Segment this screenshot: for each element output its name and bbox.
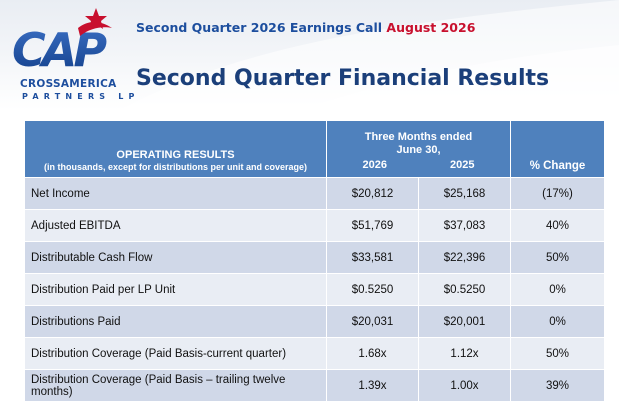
row-value-2025: 1.00x (418, 369, 511, 402)
table-row: Distributable Cash Flow $33,581 $22,396 … (24, 241, 605, 274)
row-change: 0% (510, 305, 605, 338)
table-header-row: OPERATING RESULTS (in thousands, except … (24, 120, 605, 178)
table-row: Adjusted EBITDA $51,769 $37,083 40% (24, 209, 605, 242)
header-operating-results: OPERATING RESULTS (in thousands, except … (24, 120, 327, 178)
header-year-current: 2026 (362, 159, 387, 171)
row-label: Distributable Cash Flow (24, 241, 327, 274)
company-logo: CAP CROSSAMERICA PARTNERS LP (8, 6, 134, 106)
row-label: Adjusted EBITDA (24, 209, 327, 242)
page-title: Second Quarter Financial Results (136, 66, 550, 91)
row-value-2026: $0.5250 (326, 273, 419, 306)
header-title: OPERATING RESULTS (116, 149, 235, 161)
row-value-2025: $20,001 (418, 305, 511, 338)
row-change: (17%) (510, 177, 605, 210)
header-percent-change: % Change (510, 120, 605, 178)
row-value-2025: $25,168 (418, 177, 511, 210)
row-value-2025: 1.12x (418, 337, 511, 370)
row-value-2026: $33,581 (326, 241, 419, 274)
event-date: August 2026 (386, 20, 476, 35)
table-row: Distributions Paid $20,031 $20,001 0% (24, 305, 605, 338)
row-value-2026: 1.39x (326, 369, 419, 402)
logo-star-icon (85, 8, 107, 29)
row-change: 39% (510, 369, 605, 402)
table-row: Distribution Coverage (Paid Basis – trai… (24, 369, 605, 402)
row-change: 40% (510, 209, 605, 242)
logo-swoosh-icon (78, 22, 112, 36)
row-value-2026: $20,031 (326, 305, 419, 338)
cap-logo-mark: CAP (12, 8, 112, 77)
logo-letters: CAP (12, 23, 107, 77)
header-period-line2: June 30, (396, 144, 441, 156)
header-subtitle: (in thousands, except for distributions … (43, 162, 308, 172)
row-label: Net Income (24, 177, 327, 210)
row-value-2026: 1.68x (326, 337, 419, 370)
row-change: 50% (510, 241, 605, 274)
header-period: Three Months ended June 30, 2026 2025 (326, 120, 511, 178)
row-value-2026: $51,769 (326, 209, 419, 242)
table-row: Distribution Coverage (Paid Basis-curren… (24, 337, 605, 370)
operating-results-table: OPERATING RESULTS (in thousands, except … (24, 120, 605, 402)
row-label: Distribution Paid per LP Unit (24, 273, 327, 306)
row-value-2025: $22,396 (418, 241, 511, 274)
logo-subname: PARTNERS LP (22, 92, 140, 101)
logo-name: CROSSAMERICA (20, 78, 117, 90)
row-label: Distribution Coverage (Paid Basis-curren… (24, 337, 327, 370)
table-row: Net Income $20,812 $25,168 (17%) (24, 177, 605, 210)
row-label: Distribution Coverage (Paid Basis – trai… (24, 369, 327, 402)
header-period-line1: Three Months ended (364, 131, 473, 143)
row-change: 50% (510, 337, 605, 370)
header-year-prior: 2025 (450, 159, 475, 171)
row-value-2025: $0.5250 (418, 273, 511, 306)
event-header: Second Quarter 2026 Earnings Call August… (136, 20, 475, 35)
table-row: Distribution Paid per LP Unit $0.5250 $0… (24, 273, 605, 306)
event-title: Second Quarter 2026 Earnings Call (136, 20, 383, 35)
row-change: 0% (510, 273, 605, 306)
row-label: Distributions Paid (24, 305, 327, 338)
row-value-2025: $37,083 (418, 209, 511, 242)
row-value-2026: $20,812 (326, 177, 419, 210)
